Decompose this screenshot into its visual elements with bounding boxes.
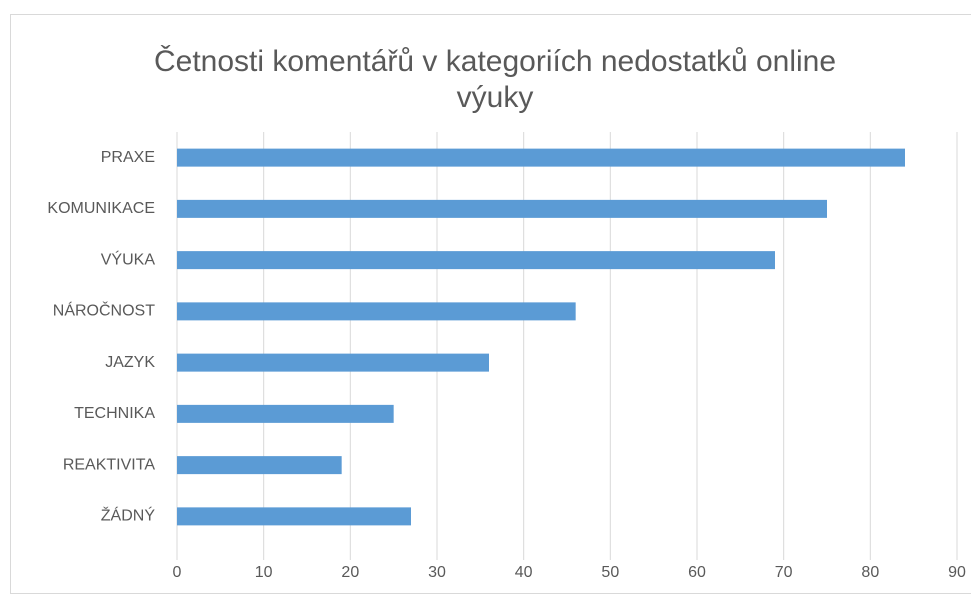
bar [177, 251, 775, 270]
chart: 0 10 20 30 40 50 60 70 80 90 PRAXE KOMUNIKACE VÝUKA N… [47, 132, 966, 581]
y-tick-label: JAZYK [105, 354, 155, 371]
bar [177, 404, 394, 423]
y-tick-label: KOMUNIKACE [47, 200, 155, 217]
x-tick-label: 30 [428, 564, 446, 581]
chart-title: Četnosti komentářů v kategoriích nedosta… [153, 45, 837, 114]
bar [177, 199, 827, 218]
bar [177, 302, 576, 321]
x-tick-label: 90 [948, 564, 966, 581]
bar [177, 148, 905, 167]
page: 0 10 20 30 40 50 60 70 80 90 PRAXE KOMUNIKACE VÝUKA N… [10, 14, 971, 594]
x-tick-label: 40 [515, 564, 533, 581]
x-tick-label: 0 [173, 564, 182, 581]
y-tick-label: TECHNIKA [74, 405, 155, 422]
y-tick-label: VÝUKA [101, 249, 156, 268]
x-tick-label: 20 [341, 564, 359, 581]
x-tick-label: 80 [861, 564, 879, 581]
x-tick-label: 60 [688, 564, 706, 581]
x-tick-label: 70 [775, 564, 793, 581]
y-tick-label: NÁROČNOST [53, 301, 155, 320]
bar [177, 353, 489, 372]
y-tick-label: PRAXE [101, 149, 155, 166]
y-tick-label: REAKTIVITA [63, 456, 155, 473]
bar [177, 456, 342, 475]
x-tick-label: 50 [601, 564, 619, 581]
y-tick-label: ŽÁDNÝ [101, 506, 156, 525]
x-tick-label: 10 [255, 564, 273, 581]
bar [177, 507, 411, 526]
